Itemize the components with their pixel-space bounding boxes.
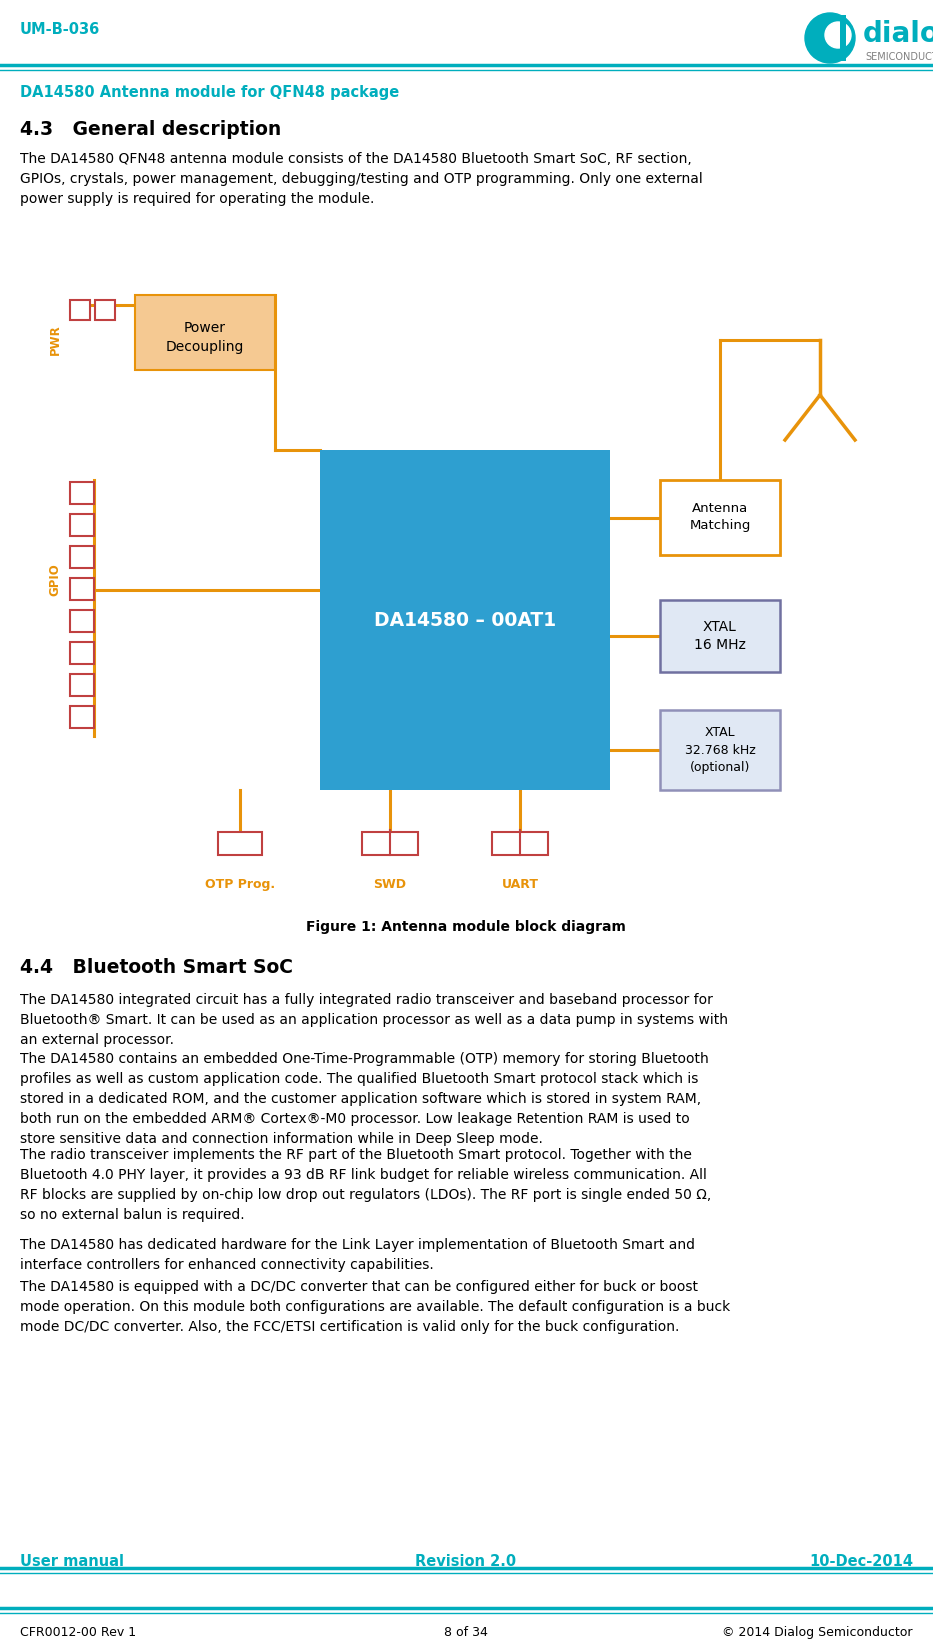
Text: The DA14580 contains an embedded One-Time-Programmable (OTP) memory for storing : The DA14580 contains an embedded One-Tim… [20,1053,709,1147]
FancyBboxPatch shape [660,710,780,790]
FancyBboxPatch shape [362,832,418,855]
Text: Antenna
Matching: Antenna Matching [689,503,751,533]
FancyBboxPatch shape [70,300,90,320]
Text: DA14580 – 00AT1: DA14580 – 00AT1 [374,610,556,630]
Text: Power
Decoupling: Power Decoupling [166,322,244,353]
FancyBboxPatch shape [70,515,94,536]
Text: DA14580 Antenna module for QFN48 package: DA14580 Antenna module for QFN48 package [20,86,399,101]
FancyBboxPatch shape [70,482,94,503]
FancyBboxPatch shape [135,295,275,370]
Text: The DA14580 has dedicated hardware for the Link Layer implementation of Bluetoot: The DA14580 has dedicated hardware for t… [20,1238,695,1272]
FancyBboxPatch shape [70,673,94,696]
Text: SWD: SWD [373,878,407,891]
Text: The radio transceiver implements the RF part of the Bluetooth Smart protocol. To: The radio transceiver implements the RF … [20,1148,711,1223]
FancyBboxPatch shape [70,642,94,663]
FancyBboxPatch shape [320,450,610,790]
Text: UM-B-036: UM-B-036 [20,21,100,36]
Text: OTP Prog.: OTP Prog. [205,878,275,891]
Text: The DA14580 integrated circuit has a fully integrated radio transceiver and base: The DA14580 integrated circuit has a ful… [20,993,728,1048]
Circle shape [825,21,851,48]
Circle shape [805,13,855,63]
Text: dialog: dialog [863,20,933,48]
Text: 10-Dec-2014: 10-Dec-2014 [809,1554,913,1569]
FancyBboxPatch shape [70,610,94,632]
FancyBboxPatch shape [840,15,846,61]
Text: CFR0012-00 Rev 1: CFR0012-00 Rev 1 [20,1625,136,1638]
Text: Revision 2.0: Revision 2.0 [415,1554,517,1569]
FancyBboxPatch shape [70,578,94,601]
Text: © 2014 Dialog Semiconductor: © 2014 Dialog Semiconductor [722,1625,913,1638]
Text: 4.3   General description: 4.3 General description [20,120,281,139]
FancyBboxPatch shape [218,832,262,855]
Text: XTAL
16 MHz: XTAL 16 MHz [694,620,746,652]
FancyBboxPatch shape [492,832,548,855]
FancyBboxPatch shape [660,601,780,672]
Text: GPIO: GPIO [49,564,62,596]
Text: UART: UART [502,878,538,891]
Text: XTAL
32.768 kHz
(optional): XTAL 32.768 kHz (optional) [685,726,756,774]
Text: 4.4   Bluetooth Smart SoC: 4.4 Bluetooth Smart SoC [20,959,293,977]
Text: The DA14580 QFN48 antenna module consists of the DA14580 Bluetooth Smart SoC, RF: The DA14580 QFN48 antenna module consist… [20,152,703,206]
FancyBboxPatch shape [70,706,94,728]
Text: The DA14580 is equipped with a DC/DC converter that can be configured either for: The DA14580 is equipped with a DC/DC con… [20,1280,731,1335]
FancyBboxPatch shape [70,546,94,568]
Text: 8 of 34: 8 of 34 [444,1625,488,1638]
Text: User manual: User manual [20,1554,124,1569]
Text: SEMICONDUCTOR: SEMICONDUCTOR [865,53,933,63]
FancyBboxPatch shape [95,300,115,320]
FancyBboxPatch shape [660,480,780,554]
Text: Figure 1: Antenna module block diagram: Figure 1: Antenna module block diagram [306,921,626,934]
Text: PWR: PWR [49,325,62,355]
